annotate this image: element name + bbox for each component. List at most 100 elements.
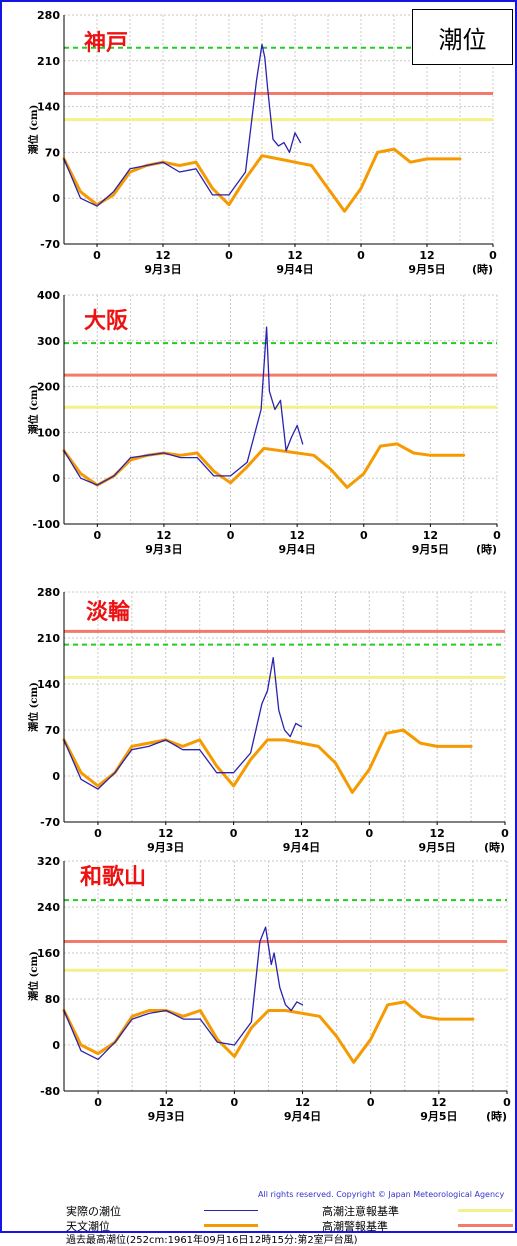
y-tick-label: -100 (32, 518, 60, 531)
station-label: 神戸 (84, 30, 128, 56)
y-tick-label: 280 (37, 586, 60, 599)
legend-caution-line (458, 1209, 513, 1212)
x-tick-label: 0 (230, 827, 238, 840)
hour-unit-label: (時) (486, 1109, 507, 1123)
x-tick-label: 12 (294, 827, 309, 840)
y-tick-label: 140 (37, 678, 60, 691)
x-tick-label: 12 (429, 827, 444, 840)
x-tick-label: 0 (225, 249, 233, 262)
observed-tide-line (63, 926, 304, 1061)
y-tick-label: -80 (40, 1085, 60, 1098)
x-tick-label: 0 (93, 529, 101, 542)
x-tick-label: 0 (493, 529, 501, 542)
x-tick-label: 0 (489, 249, 497, 262)
x-tick-label: 12 (159, 1096, 174, 1109)
date-label: 9月3日 (148, 1110, 185, 1123)
chart-title: 潮位 (412, 9, 513, 65)
hour-unit-label: (時) (472, 262, 493, 276)
legend-astronomical-label: 天文潮位 (66, 1220, 110, 1233)
hour-unit-label: (時) (476, 542, 497, 556)
plot-area (64, 592, 505, 822)
x-tick-label: 12 (419, 249, 434, 262)
date-label: 9月3日 (147, 841, 184, 854)
x-tick-label: 12 (295, 1096, 310, 1109)
x-tick-label: 0 (231, 1096, 239, 1109)
y-tick-label: 300 (37, 335, 60, 348)
x-tick-label: 0 (357, 249, 365, 262)
x-tick-label: 0 (360, 529, 368, 542)
x-tick-label: 12 (155, 249, 170, 262)
date-label: 9月4日 (284, 1110, 321, 1123)
date-label: 9月4日 (278, 543, 315, 556)
x-tick-label: 0 (367, 1096, 375, 1109)
astronomical-tide-line (62, 147, 462, 213)
x-tick-label: 0 (94, 827, 102, 840)
y-tick-label: 70 (45, 724, 61, 737)
copyright-notice: All rights reserved. Copyright © Japan M… (258, 1190, 505, 1199)
date-label: 9月3日 (145, 543, 182, 556)
plot-area (64, 861, 507, 1091)
x-tick-label: 12 (156, 529, 171, 542)
y-axis-label: 潮位 (cm) (27, 682, 40, 732)
chart-panel-3: -80 0 80 160 240 320 0 12 0 12 0 12 0 9月3日 9月4日 9月5日 (時)… (27, 855, 511, 1123)
legend-warning-line (458, 1224, 513, 1227)
y-tick-label: -70 (40, 816, 60, 829)
y-tick-label: 200 (37, 381, 60, 394)
date-label: 9月4日 (283, 841, 320, 854)
legend-astronomical-line (204, 1224, 258, 1227)
x-tick-label: 0 (93, 249, 101, 262)
y-tick-label: -70 (40, 238, 60, 251)
y-axis-label: 潮位 (cm) (27, 385, 40, 435)
observed-tide-line (63, 326, 304, 486)
y-tick-label: 0 (52, 770, 60, 783)
date-label: 9月5日 (418, 841, 455, 854)
observed-tide-line (63, 657, 303, 790)
y-tick-label: 210 (37, 55, 60, 68)
station-label: 淡輪 (86, 599, 131, 625)
date-label: 9月3日 (144, 263, 181, 276)
astronomical-tide-line (62, 442, 466, 489)
y-tick-label: 0 (52, 472, 60, 485)
chart-panel-2: -70 0 70 140 210 280 0 12 0 12 0 12 0 9月3日 9月4日 9月5日 (時)… (27, 586, 509, 854)
astronomical-tide-line (62, 1000, 475, 1064)
y-tick-label: 70 (45, 146, 61, 159)
y-tick-label: 80 (45, 993, 61, 1006)
x-tick-label: 12 (289, 529, 304, 542)
y-tick-label: 0 (52, 1039, 60, 1052)
astronomical-tide-line (62, 728, 473, 794)
x-tick-label: 0 (227, 529, 235, 542)
x-tick-label: 12 (287, 249, 302, 262)
date-label: 9月4日 (276, 263, 313, 276)
hour-unit-label: (時) (484, 840, 505, 854)
x-tick-label: 12 (431, 1096, 446, 1109)
station-label: 和歌山 (80, 864, 146, 890)
y-tick-label: 400 (37, 289, 60, 302)
y-tick-label: 240 (37, 901, 60, 914)
y-tick-label: 0 (52, 192, 60, 205)
y-tick-label: 140 (37, 101, 60, 114)
date-label: 9月5日 (420, 1110, 457, 1123)
y-axis-label: 潮位 (cm) (27, 105, 40, 155)
x-tick-label: 0 (94, 1096, 102, 1109)
x-tick-label: 12 (423, 529, 438, 542)
y-tick-label: 280 (37, 9, 60, 22)
chart-panel-1: -100 0 100 200 300 400 0 12 0 12 0 12 0 9月3日 9月4日 9月5日 (… (27, 289, 501, 556)
observed-tide-line (63, 43, 302, 207)
legend-warning-label: 高潮警報基準 (322, 1220, 388, 1233)
legend-record-label: 過去最高潮位(252cm:1961年09月16日12時15分:第2室戸台風) (66, 1235, 358, 1246)
x-tick-label: 0 (501, 827, 509, 840)
x-tick-label: 0 (503, 1096, 511, 1109)
y-tick-label: 160 (37, 947, 60, 960)
legend-observed-line (204, 1210, 258, 1211)
y-tick-label: 320 (37, 855, 60, 868)
y-tick-label: 100 (37, 426, 60, 439)
x-tick-label: 0 (365, 827, 373, 840)
date-label: 9月5日 (412, 543, 449, 556)
legend-caution-label: 高潮注意報基準 (322, 1205, 399, 1218)
y-axis-label: 潮位 (cm) (27, 951, 40, 1001)
x-tick-label: 12 (158, 827, 173, 840)
legend-observed-label: 実際の潮位 (66, 1205, 121, 1218)
plot-area (64, 295, 497, 524)
date-label: 9月5日 (408, 263, 445, 276)
